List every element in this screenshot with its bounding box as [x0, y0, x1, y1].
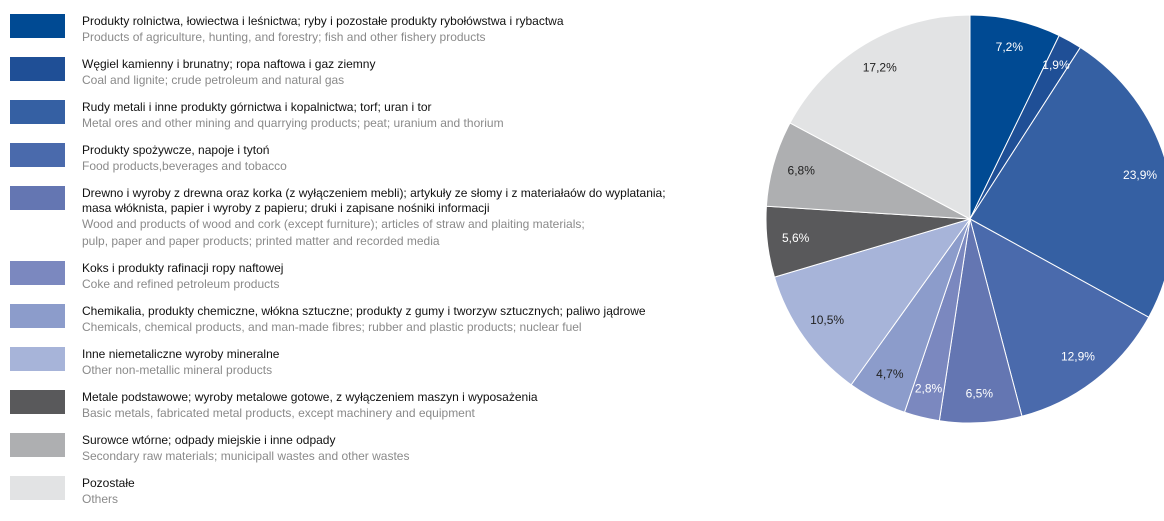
data-label: 4,7%: [876, 367, 904, 381]
legend-label: Produkty rolnictwa, łowiectwa i leśnictw…: [82, 14, 564, 28]
legend-swatch: [10, 390, 65, 414]
data-label: 1,9%: [1042, 58, 1070, 72]
data-label: 7,2%: [996, 40, 1024, 54]
pie-slice: [789, 14, 971, 220]
data-label: 10,5%: [810, 313, 844, 327]
pie-slice: [773, 218, 972, 386]
data-label: 2,8%: [915, 382, 943, 396]
legend-item: Produkty rolnictwa, łowiectwa i leśnictw…: [10, 14, 740, 46]
legend-label-en: Food products,beverages and tobacco: [82, 159, 287, 173]
legend-label: Produkty spożywcze, napoje i tytoń: [82, 143, 270, 157]
data-label: 6,8%: [788, 163, 816, 177]
legend-label-en: Others: [82, 492, 119, 506]
legend-item: Chemikalia, produkty chemiczne, włókna s…: [10, 304, 740, 336]
legend-label-en: Metal ores and other mining and quarryin…: [82, 116, 504, 130]
data-label: 17,2%: [863, 61, 897, 75]
legend-item: Drewno i wyroby z drewna oraz korka (z w…: [10, 186, 740, 250]
legend-swatch: [10, 347, 65, 371]
legend-item: Pozostałe Others: [10, 476, 740, 508]
legend-label: Chemikalia, produkty chemiczne, włókna s…: [82, 304, 646, 318]
legend-item: Inne niemetaliczne wyroby mineralne Other…: [10, 347, 740, 379]
legend-label-en: Other non-metallic mineral products: [82, 363, 273, 377]
legend-text: Inne niemetaliczne wyroby mineralne Other…: [82, 347, 279, 379]
legend-text: Koks i produkty rafinacji ropy naftowej C…: [82, 261, 283, 293]
legend-swatch: [10, 186, 65, 210]
legend-item: Rudy metali i inne produkty górnictwa i …: [10, 100, 740, 132]
data-label: 6,5%: [966, 386, 994, 400]
legend-label: Inne niemetaliczne wyroby mineralne: [82, 347, 280, 361]
legend-label: Pozostałe: [82, 476, 135, 490]
legend-label: Koks i produkty rafinacji ropy naftowej: [82, 261, 284, 275]
legend-swatch: [10, 100, 65, 124]
legend-swatch: [10, 143, 65, 167]
legend-text: Węgiel kamienny i brunatny; ropa naftowa…: [82, 57, 375, 89]
pie-slice: [969, 218, 1150, 417]
legend-text: Surowce wtórne; odpady miejskie i inne o…: [82, 433, 409, 465]
data-label: 12,9%: [1061, 349, 1095, 363]
legend-label: Metale podstawowe; wyroby metalowe gotow…: [82, 390, 538, 404]
legend-text: Drewno i wyroby z drewna oraz korka (z w…: [82, 186, 666, 250]
legend-text: Produkty rolnictwa, łowiectwa i leśnictw…: [82, 14, 564, 46]
legend-label: Surowce wtórne; odpady miejskie i inne o…: [82, 433, 336, 447]
legend-label-en: Chemicals, chemical products, and man-ma…: [82, 320, 582, 334]
legend-text: Chemikalia, produkty chemiczne, włókna s…: [82, 304, 646, 336]
legend-label-en: Basic metals, fabricated metal products,…: [82, 406, 475, 420]
legend-text: Rudy metali i inne produkty górnictwa i …: [82, 100, 504, 132]
legend-label-en: Products of agriculture, hunting, and fo…: [82, 30, 486, 44]
data-label: 23,9%: [1123, 168, 1157, 182]
legend-label-en: Coal and lignite; crude petroleum and na…: [82, 73, 345, 87]
legend-item: Produkty spożywcze, napoje i tytoń Food p…: [10, 143, 740, 175]
legend-swatch: [10, 57, 65, 81]
legend-text: Produkty spożywcze, napoje i tytoń Food p…: [82, 143, 287, 175]
legend-label: Rudy metali i inne produkty górnictwa i …: [82, 100, 432, 114]
legend-text: Pozostałe Others: [82, 476, 135, 508]
legend-item: Surowce wtórne; odpady miejskie i inne o…: [10, 433, 740, 465]
data-label: 5,6%: [782, 231, 810, 245]
legend-item: Koks i produkty rafinacji ropy naftowej C…: [10, 261, 740, 293]
legend-swatch: [10, 476, 65, 500]
legend-item: Metale podstawowe; wyroby metalowe gotow…: [10, 390, 740, 422]
legend-text: Metale podstawowe; wyroby metalowe gotow…: [82, 390, 538, 422]
legend-label-en: Secondary raw materials; municipall wast…: [82, 449, 410, 463]
legend-swatch: [10, 261, 65, 285]
legend-label: Węgiel kamienny i brunatny; ropa naftowa…: [82, 57, 376, 71]
legend-label-en: Coke and refined petroleum products: [82, 277, 280, 291]
pie-slice: [969, 46, 1164, 318]
legend-swatch: [10, 14, 65, 38]
legend-label-en: Wood and products of wood and cork (exce…: [82, 217, 585, 248]
legend-swatch: [10, 433, 65, 457]
legend-label: Drewno i wyroby z drewna oraz korka (z w…: [82, 186, 666, 215]
legend-item: Węgiel kamienny i brunatny; ropa naftowa…: [10, 57, 740, 89]
legend-swatch: [10, 304, 65, 328]
legend: Produkty rolnictwa, łowiectwa i leśnictw…: [10, 14, 740, 519]
